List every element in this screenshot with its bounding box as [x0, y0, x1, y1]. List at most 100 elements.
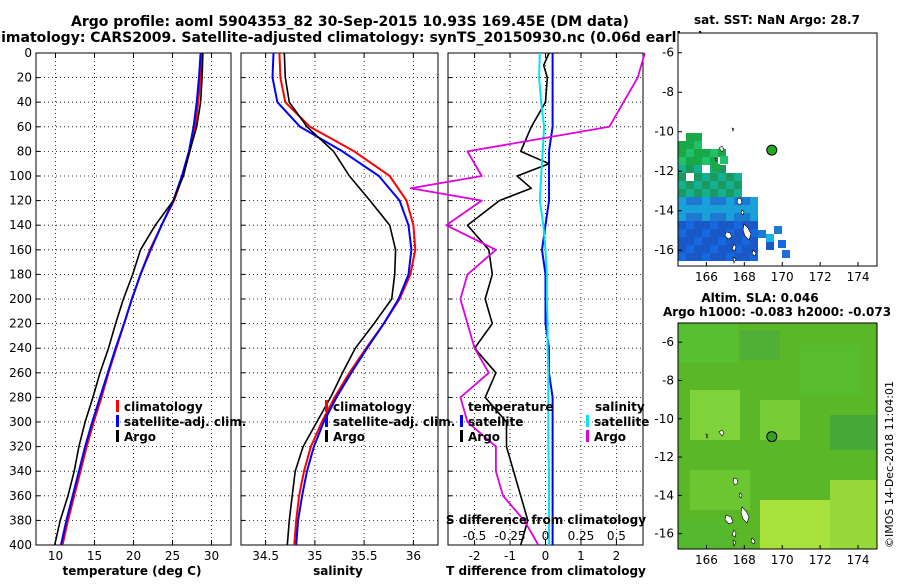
sst-cell	[734, 253, 742, 261]
series-line-salinity-argo	[409, 52, 646, 546]
island	[731, 243, 737, 252]
legend-temperature-title: temperature	[468, 400, 553, 414]
salinity-diff-tick-label: 0.5	[607, 529, 626, 543]
sst-cell	[694, 157, 702, 165]
sst-cell	[718, 229, 726, 237]
sst-cell	[694, 173, 702, 181]
depth-tick-label: 20	[17, 71, 32, 85]
map-y-tick-label: -12	[654, 450, 674, 464]
series-line-salinity-satellite	[538, 52, 550, 545]
sst-cell	[734, 181, 742, 189]
temperature-xlabel: temperature (deg C)	[63, 564, 202, 578]
salinity-panel: 34.5 35 35.5 36 salinity climatology satell…	[240, 52, 455, 578]
sst-cell	[678, 141, 686, 149]
sla-map-subtitle: Argo h1000: -0.083 h2000: -0.073	[663, 305, 891, 319]
salinity-frame	[240, 52, 439, 546]
map-y-tick-label: -8	[662, 85, 674, 99]
depth-tick-label: 360	[9, 489, 32, 503]
sst-cell	[702, 245, 710, 253]
sst-cell	[710, 205, 718, 213]
sla-blob	[800, 345, 860, 395]
sst-cell	[758, 230, 766, 238]
sst-cell	[686, 253, 694, 261]
sst-cell	[742, 253, 750, 261]
x-tick-label: 34.5	[252, 549, 279, 563]
sst-cell	[766, 234, 774, 242]
temperature-legend: climatology satellite-adj. clim. Argo	[116, 400, 246, 444]
depth-tick-label: 240	[9, 341, 32, 355]
sst-cells	[678, 133, 790, 261]
difference-x-ticks: -2 -1 0 1 2	[469, 53, 620, 563]
sst-cell	[750, 221, 758, 229]
sst-map-panel: sat. SST: NaN Argo: 28.7 166 168 170 172 174…	[654, 13, 878, 284]
sst-cell	[702, 189, 710, 197]
depth-tick-label: 340	[9, 464, 32, 478]
sst-cell	[718, 165, 726, 173]
x-tick-label: 25	[165, 549, 180, 563]
sst-cell	[742, 197, 750, 205]
sst-cell	[686, 189, 694, 197]
island	[750, 537, 756, 545]
series-line-temperature-argo	[466, 52, 550, 546]
legend-satellite: satellite-adj. clim.	[124, 415, 246, 429]
legend-swatch-satellite	[116, 415, 119, 427]
sst-cell	[702, 181, 710, 189]
map-x-tick-label: 168	[733, 553, 756, 567]
legend-swatch-sal-argo	[586, 430, 589, 442]
sst-cell	[694, 165, 702, 173]
sst-cell	[750, 197, 758, 205]
sst-cell	[718, 213, 726, 221]
x-tick-label: -2	[469, 549, 481, 563]
temperature-panel: 10 15 20 25 30 temperature (deg C) climatolo…	[35, 52, 246, 578]
legend-temp-argo: Argo	[468, 430, 500, 444]
sst-cell	[686, 245, 694, 253]
series-line-satellite-adj-clim-	[60, 52, 202, 546]
sla-blob	[830, 480, 877, 549]
sst-cell	[694, 197, 702, 205]
map-y-tick-label: -8	[662, 373, 674, 387]
sst-cell	[702, 229, 710, 237]
sst-cell	[774, 226, 782, 234]
depth-tick-label: 80	[17, 144, 32, 158]
legend-swatch-temp-satellite	[460, 415, 463, 427]
difference-legend: temperature satellite Argo salinity sate…	[460, 400, 649, 444]
sla-blob	[678, 520, 728, 549]
sst-cell	[734, 173, 742, 181]
sst-cell	[718, 221, 726, 229]
sla-map-title: Altim. SLA: 0.046	[701, 291, 818, 305]
sst-cell	[718, 149, 726, 157]
x-tick-label: 10	[48, 549, 63, 563]
island	[738, 492, 743, 499]
legend-swatch-climatology	[325, 400, 328, 412]
temperature-series	[53, 52, 204, 546]
sst-cell	[718, 197, 726, 205]
sst-cell	[686, 197, 694, 205]
sst-cell	[702, 197, 710, 205]
sst-islands	[714, 127, 757, 264]
legend-swatch-argo	[325, 430, 328, 442]
sst-cell	[710, 157, 718, 165]
sst-cell	[678, 157, 686, 165]
sla-blob	[760, 400, 800, 440]
x-tick-label: 35.5	[351, 549, 378, 563]
sst-cell	[726, 197, 734, 205]
sst-cell	[694, 205, 702, 213]
sst-cell	[734, 245, 742, 253]
sst-cell	[766, 242, 774, 250]
sst-map-ticks: 166 168 170 172 174 -6 -8 -10 -12 -14 -16	[654, 46, 869, 284]
x-tick-label: 30	[204, 549, 219, 563]
difference-xlabel-salinity: S difference from climatology	[446, 513, 646, 527]
salinity-diff-tick-label: 0.25	[568, 529, 595, 543]
sst-cell	[710, 149, 718, 157]
series-line-argo	[283, 52, 397, 546]
sst-cell	[678, 253, 686, 261]
sst-cell	[726, 221, 734, 229]
sst-cell	[720, 156, 728, 164]
sst-cell	[694, 221, 702, 229]
figure-title-line2: Climatology: CARS2009. Satellite-adjuste…	[0, 30, 704, 46]
sst-cell	[678, 165, 686, 173]
sla-blob	[830, 415, 877, 450]
sst-cell	[742, 237, 750, 245]
x-tick-label: -1	[504, 549, 516, 563]
legend-swatch-sal-satellite	[586, 415, 589, 427]
